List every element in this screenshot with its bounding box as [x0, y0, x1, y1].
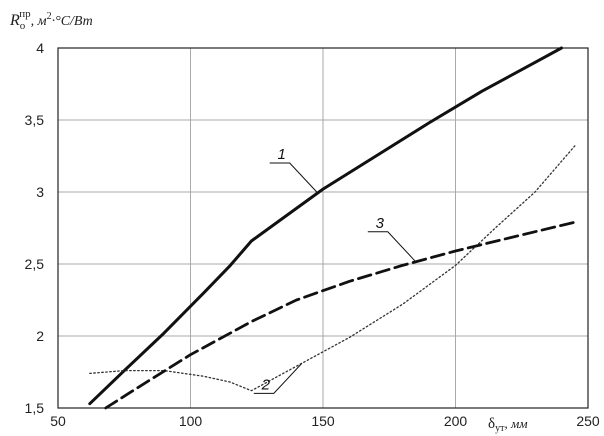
y-tick-label: 3	[36, 184, 44, 200]
y-axis-units-sup: 2	[47, 11, 52, 22]
annotation-leader-2	[253, 363, 303, 394]
y-tick-label: 1,5	[25, 400, 45, 416]
annotation-labels: 1 2 3	[261, 146, 385, 393]
x-tick-label: 200	[444, 413, 468, 429]
x-tick-label: 250	[576, 413, 600, 429]
curve-label-3: 3	[376, 215, 385, 232]
x-axis-subscript: ут	[495, 423, 505, 434]
series-line-1	[88, 46, 563, 406]
grid-lines	[58, 48, 588, 408]
y-axis-title: Roпр, м2·°C/Вт	[9, 8, 93, 32]
x-tick-label: 100	[179, 413, 203, 429]
curve-label-1: 1	[278, 146, 286, 163]
x-axis-units: , мм	[504, 416, 527, 431]
x-tick-label: 150	[311, 413, 335, 429]
plot-frame	[57, 47, 589, 409]
y-tick-label: 2,5	[25, 256, 45, 272]
y-axis-superscript: пр	[19, 8, 31, 20]
series-group	[88, 46, 577, 410]
annotation-leaders	[253, 162, 417, 394]
series-line-3	[104, 220, 577, 410]
x-axis-symbol: δ	[488, 416, 495, 432]
x-tick-label: 50	[50, 413, 66, 429]
y-tick-label: 2	[36, 328, 44, 344]
tick-labels: 50 100 150 200 250 1,5 2 2,5 3 3,5 4	[25, 40, 600, 429]
y-tick-label: 3,5	[25, 112, 45, 128]
y-axis-units-rest: ·°C/Вт	[52, 14, 93, 29]
y-tick-label: 4	[36, 40, 44, 56]
series-line-2	[89, 145, 576, 392]
x-axis-title: δут, мм	[488, 416, 528, 434]
y-axis-units: , м	[31, 14, 47, 29]
y-axis-symbol: R	[9, 12, 20, 29]
y-axis-subscript: o	[20, 20, 26, 32]
curve-label-2: 2	[261, 376, 271, 393]
annotation-leader-1	[269, 162, 319, 194]
annotation-leader-3	[367, 231, 417, 263]
